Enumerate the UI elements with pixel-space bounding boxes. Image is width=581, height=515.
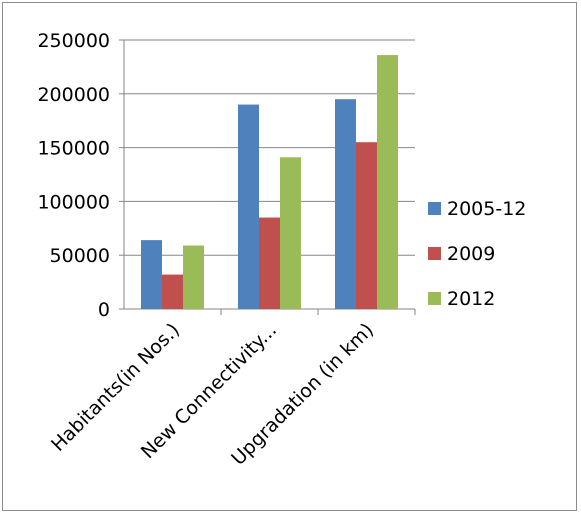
bar	[141, 240, 162, 309]
bar	[259, 217, 280, 309]
legend-label: 2005-12	[447, 198, 526, 220]
y-tick-label: 0	[98, 299, 110, 321]
bar	[238, 104, 259, 309]
bars	[141, 55, 398, 310]
bar	[356, 142, 377, 309]
legend-swatch	[428, 247, 441, 260]
y-tick-labels: 0 50000 100000 150000 200000 250000	[37, 30, 110, 321]
legend-label: 2012	[447, 288, 495, 310]
y-tick-label: 50000	[50, 245, 110, 267]
bar	[335, 99, 356, 310]
legend: 2005-12 2009 2012	[428, 198, 526, 310]
y-tick-label: 250000	[37, 30, 110, 52]
bar	[377, 55, 398, 310]
legend-label: 2009	[447, 243, 495, 265]
y-tick-label: 150000	[37, 138, 110, 160]
legend-swatch	[428, 292, 441, 305]
legend-swatch	[428, 202, 441, 215]
bar	[183, 245, 204, 309]
bar	[162, 274, 183, 309]
y-tick-label: 100000	[37, 191, 110, 213]
category-labels: Habitants(in Nos.)New Connectivity...Upg…	[47, 319, 378, 470]
y-tick-label: 200000	[37, 84, 110, 106]
bar	[280, 157, 301, 309]
